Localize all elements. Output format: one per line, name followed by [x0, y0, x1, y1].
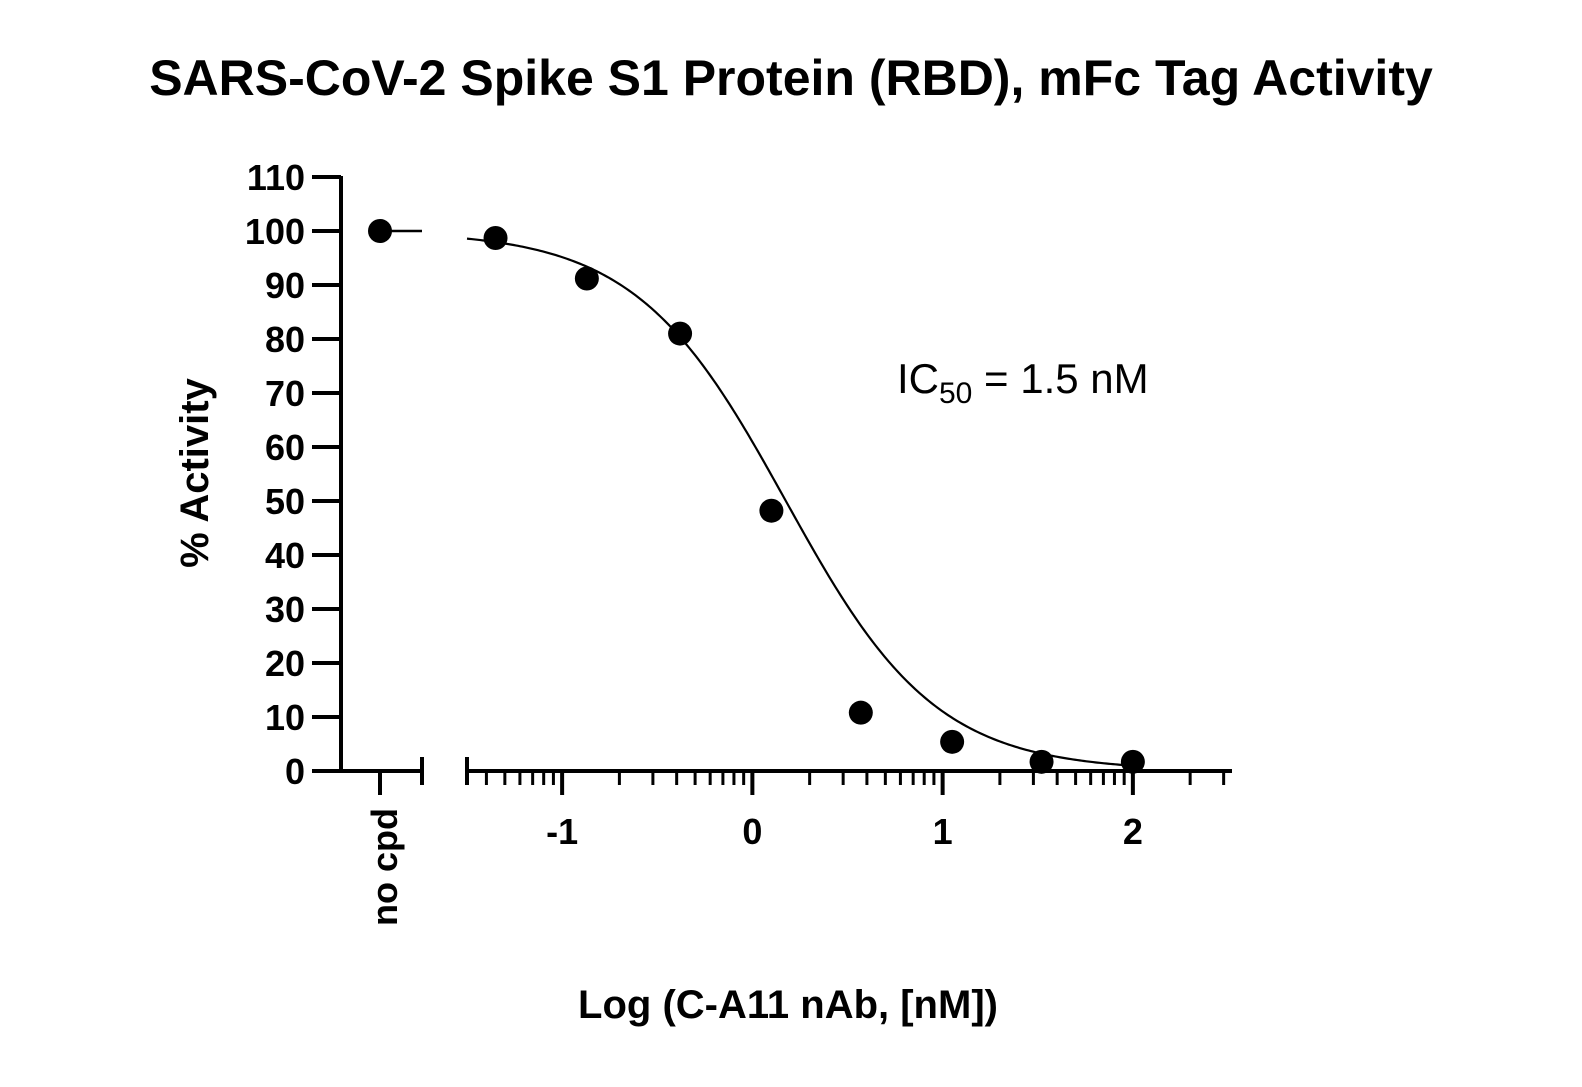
data-point	[483, 226, 508, 251]
control-x-axis	[341, 757, 424, 795]
data-point	[759, 498, 784, 523]
y-axis-label: % Activity	[173, 377, 217, 567]
y-tick-label: 70	[265, 373, 305, 414]
y-tick-label: 90	[265, 265, 305, 306]
x-tick-label: -1	[546, 811, 578, 852]
x-axis-label: Log (C-A11 nAb, [nM])	[578, 983, 998, 1027]
y-tick-label: 40	[265, 535, 305, 576]
fit-curve	[466, 237, 1133, 767]
ic50-annotation: IC50 = 1.5 nM	[897, 355, 1149, 410]
data-point	[668, 321, 693, 346]
control-data-point	[368, 219, 392, 243]
x-tick-label: 1	[933, 811, 953, 852]
ic50-prefix: IC	[897, 355, 939, 402]
y-tick-label: 20	[265, 643, 305, 684]
y-tick-label: 30	[265, 589, 305, 630]
x-tick-label: 2	[1123, 811, 1143, 852]
x-axis: -1 0 1 2	[465, 757, 1232, 852]
y-tick-label: 50	[265, 481, 305, 522]
y-tick-label: 110	[247, 157, 305, 198]
control-tick-label: no cpd	[364, 808, 405, 926]
data-points-layer	[368, 219, 1145, 774]
data-point	[1120, 749, 1145, 774]
y-tick-label: 0	[285, 751, 305, 792]
data-point	[574, 266, 599, 291]
y-tick-label: 60	[265, 427, 305, 468]
y-tick-label: 100	[245, 211, 305, 252]
data-point	[940, 729, 965, 754]
chart-title: SARS-CoV-2 Spike S1 Protein (RBD), mFc T…	[149, 50, 1433, 106]
data-point	[848, 700, 873, 725]
fit-curve-layer	[466, 237, 1133, 767]
data-point	[1029, 749, 1054, 774]
ic50-subscript: 50	[939, 377, 972, 410]
y-tick-label: 10	[265, 697, 305, 738]
x-tick-label: 0	[742, 811, 762, 852]
y-axis: 0 10 20 30 40 50 60 70 80 90 100 110	[245, 157, 343, 792]
y-tick-label: 80	[265, 319, 305, 360]
ic50-value: = 1.5 nM	[972, 355, 1148, 402]
